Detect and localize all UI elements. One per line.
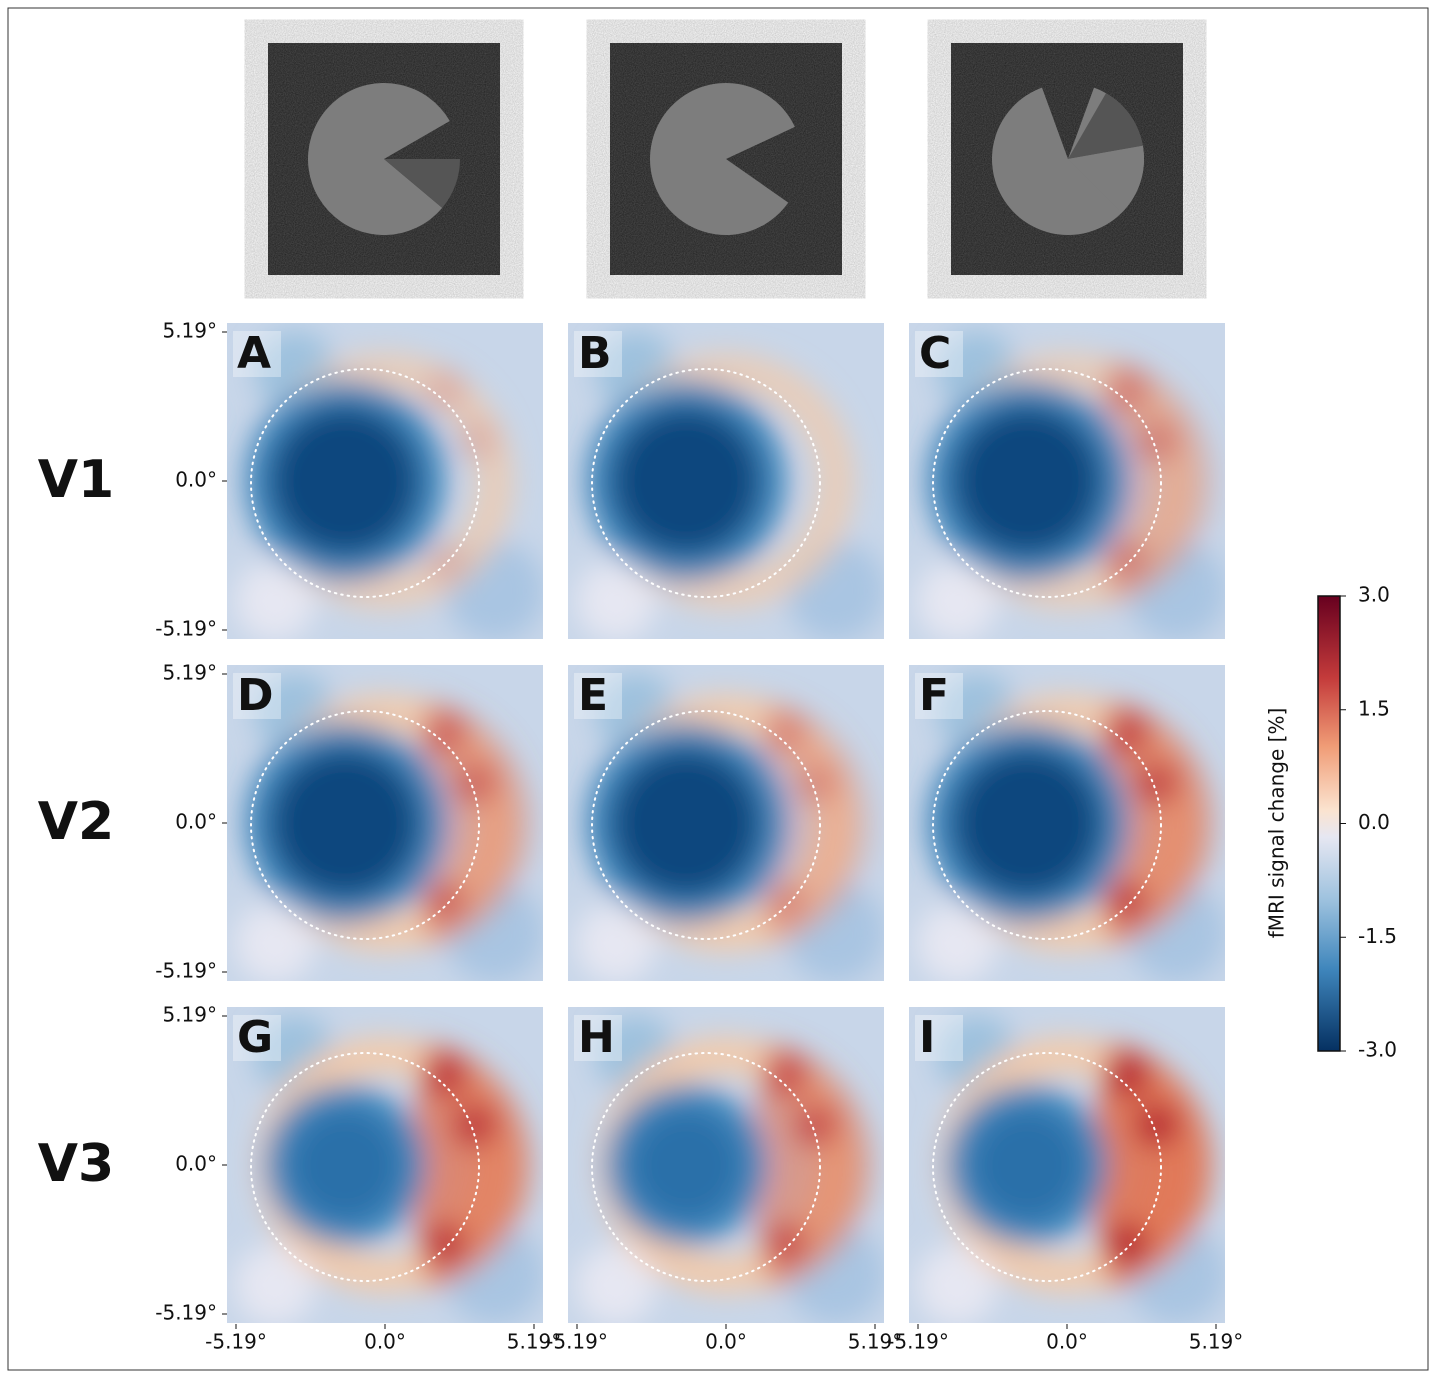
row-label: V1 bbox=[38, 450, 114, 510]
panel-label: E bbox=[578, 670, 608, 721]
blue-core bbox=[631, 1110, 741, 1220]
y-tick-label: 0.0° bbox=[175, 810, 217, 834]
y-tick-label: 5.19° bbox=[162, 661, 217, 685]
panel-label: B bbox=[578, 328, 612, 379]
x-tick-label: -5.19° bbox=[546, 1330, 608, 1354]
blue-core bbox=[611, 406, 761, 556]
y-tick-label: 5.19° bbox=[162, 1003, 217, 1027]
colorbar bbox=[1318, 596, 1340, 1051]
x-tick-label: -5.19° bbox=[205, 1330, 267, 1354]
x-tick-label: 5.19° bbox=[1189, 1330, 1244, 1354]
blue-core bbox=[972, 1110, 1082, 1220]
blue-core bbox=[270, 748, 420, 898]
y-tick-label: -5.19° bbox=[155, 1301, 217, 1325]
blue-core bbox=[952, 406, 1102, 556]
colorbar-tick-label: 3.0 bbox=[1358, 583, 1390, 607]
colorbar-tick-label: 1.5 bbox=[1358, 696, 1390, 720]
colorbar-tick-label: -3.0 bbox=[1358, 1038, 1397, 1062]
colorbar-label: fMRI signal change [%] bbox=[1265, 708, 1289, 939]
blue-core bbox=[952, 748, 1102, 898]
x-tick-label: -5.19° bbox=[887, 1330, 949, 1354]
hot-spot bbox=[423, 1053, 467, 1097]
stimuli bbox=[268, 43, 1183, 275]
panel-label: A bbox=[237, 328, 271, 379]
colorbar-tick-label: 0.0 bbox=[1358, 810, 1390, 834]
y-tick-label: -5.19° bbox=[155, 617, 217, 641]
hot-spot bbox=[423, 369, 467, 413]
y-tick-label: -5.19° bbox=[155, 959, 217, 983]
y-tick-label: 0.0° bbox=[175, 468, 217, 492]
panel-label: D bbox=[237, 670, 274, 721]
hot-spot bbox=[764, 711, 808, 755]
panel-label: G bbox=[237, 1012, 273, 1063]
y-tick-label: 0.0° bbox=[175, 1152, 217, 1176]
blue-core bbox=[270, 406, 420, 556]
x-tick-label: 0.0° bbox=[364, 1330, 406, 1354]
panel-label: H bbox=[578, 1012, 615, 1063]
panel-label: I bbox=[919, 1012, 935, 1063]
hot-spot bbox=[764, 1053, 808, 1097]
hot-spot bbox=[1105, 711, 1149, 755]
blue-core bbox=[290, 1110, 400, 1220]
panels: A B C D E F G H I bbox=[227, 323, 1227, 1325]
y-tick-label: 5.19° bbox=[162, 319, 217, 343]
colorbar-tick-label: -1.5 bbox=[1358, 924, 1397, 948]
row-label: V3 bbox=[38, 1134, 114, 1194]
x-tick-label: 0.0° bbox=[1046, 1330, 1088, 1354]
x-tick-label: 0.0° bbox=[705, 1330, 747, 1354]
blue-core bbox=[611, 748, 761, 898]
hot-spot bbox=[1105, 369, 1149, 413]
hot-spot bbox=[423, 711, 467, 755]
panel-label: F bbox=[919, 670, 949, 721]
figure: A B C D E F G H I fMRI signal change [%] V1 V2 V3 -… bbox=[0, 0, 1436, 1376]
hot-spot bbox=[1105, 1053, 1149, 1097]
panel-label: C bbox=[919, 328, 951, 379]
row-label: V2 bbox=[38, 792, 114, 852]
